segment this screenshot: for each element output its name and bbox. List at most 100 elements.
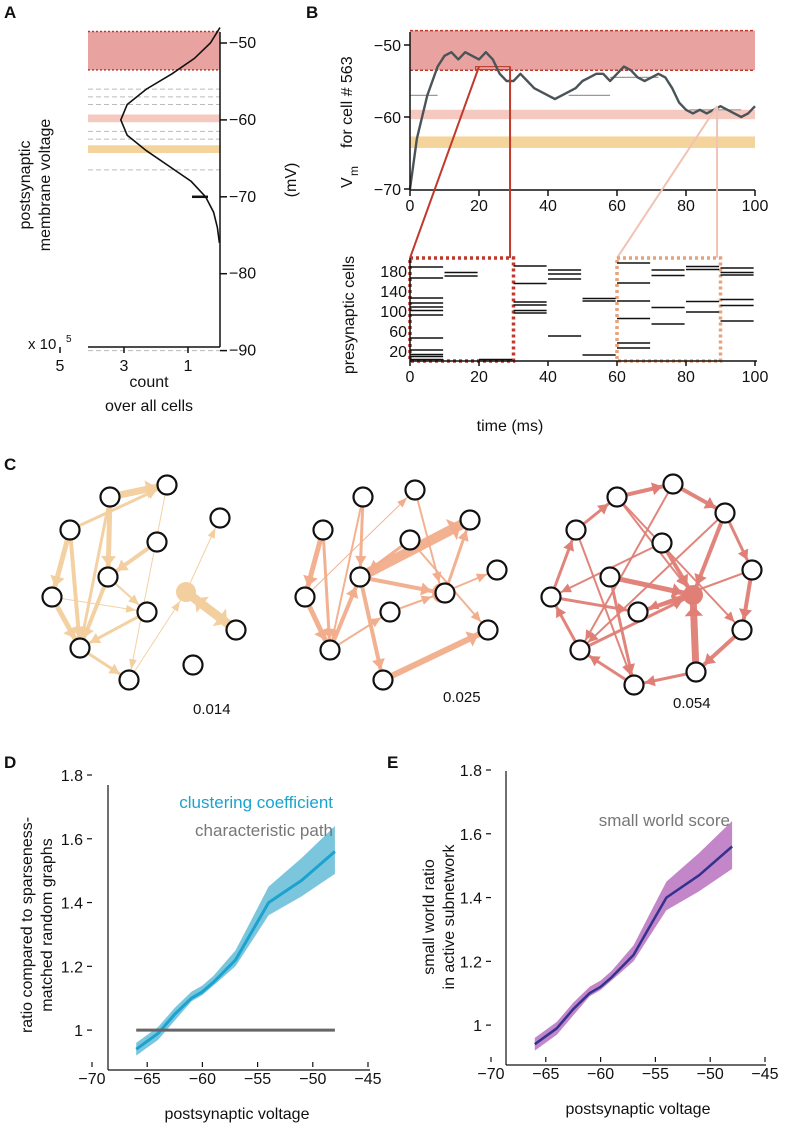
network-graph-high	[540, 473, 763, 696]
graph-node	[319, 639, 341, 661]
graph-arrowhead	[644, 675, 656, 687]
graph-arrowhead	[420, 595, 432, 605]
panel-a-scale-exp: 5	[66, 334, 72, 345]
panel-d: D 1.8 1.6 1.4 1.2 1 −70 −65 −60 −55 −50 −45 ratio …	[4, 753, 382, 1123]
graph-arrowhead	[597, 503, 609, 515]
x-tick-label: −60	[189, 1071, 216, 1088]
x-tick-label: −55	[244, 1071, 271, 1088]
b-top-y-tick-label: −50	[374, 38, 401, 55]
graph-node	[136, 601, 158, 623]
x-tick-label: −70	[78, 1071, 105, 1088]
graph-arrowhead	[470, 610, 481, 622]
graph-node	[69, 637, 91, 659]
panel-a: A postsynaptic membrane voltage −50 −60 −7…	[4, 3, 300, 415]
confidence-band	[534, 821, 733, 1051]
graph-arrowhead	[345, 587, 359, 599]
y-tick-label: 1.4	[61, 896, 83, 913]
panel-e-ylabel-line2: in active subnetwork	[441, 844, 458, 990]
graph-node	[399, 529, 421, 551]
b-bottom-x-tick-label: 80	[677, 369, 695, 386]
graph-node	[225, 619, 247, 641]
a-y-tick-label: −70	[229, 189, 256, 206]
graph-arrowhead	[171, 601, 181, 612]
vm-cell-label: for cell # 563	[339, 56, 356, 148]
panel-c: C 0.014 0.025 0.054	[4, 455, 763, 718]
panel-e: E 1.8 1.6 1.4 1.2 1 −70 −65 −60 −55 −50 −45 small …	[387, 753, 779, 1118]
series-line-clustering-coefficient	[135, 850, 336, 1051]
graph-node	[379, 601, 401, 623]
graph-node	[312, 519, 334, 541]
panel-b-raster	[410, 262, 754, 361]
network-graph-mid	[294, 479, 508, 691]
b-bottom-y-tick-label: 20	[389, 344, 407, 361]
graph-node	[627, 601, 649, 623]
b-top-x-tick-label: 20	[470, 198, 488, 215]
graph-arrowhead	[563, 540, 574, 552]
panel-d-xlabel: postsynaptic voltage	[165, 1106, 310, 1123]
panel-d-ticks: 1.8 1.6 1.4 1.2 1 −70 −65 −60 −55 −50 −45	[61, 768, 382, 1088]
panel-b: B −50 −60 −70 0 20 40 60 80 100 V m for cell # 5…	[306, 3, 768, 435]
panel-c-label: C	[4, 455, 16, 474]
legend-clustering-coefficient: clustering coefficient	[179, 793, 333, 812]
band-a-mid	[88, 114, 220, 123]
y-tick-label: 1.2	[61, 959, 83, 976]
graph-node	[97, 566, 119, 588]
b-top-x-tick-label: 60	[608, 198, 626, 215]
x-tick-label: −45	[751, 1066, 778, 1083]
graph-node	[99, 486, 121, 508]
graph-arrowhead	[556, 606, 567, 619]
graph-arrowhead	[50, 574, 65, 587]
a-y-tick-label: −80	[229, 266, 256, 283]
graph-arrowhead	[560, 583, 572, 593]
a-x-tick-label: 1	[184, 358, 193, 375]
legend-small-world-score: small world score	[599, 811, 730, 830]
graph-node	[714, 502, 736, 524]
graph-arrowhead	[465, 631, 479, 647]
graph-edge	[304, 489, 416, 598]
panel-a-unit: (mV)	[283, 163, 300, 198]
graph-node	[565, 519, 587, 541]
graph-node	[182, 654, 204, 676]
graph-node	[294, 586, 316, 608]
b-bottom-x-tick-label: 0	[406, 369, 415, 386]
y-tick-label: 1	[473, 1018, 482, 1035]
graph-node	[623, 674, 645, 696]
y-tick-label: 1.4	[460, 891, 482, 908]
graph-arrowhead	[445, 519, 461, 541]
series-line-small-world-score	[534, 845, 733, 1046]
panel-b-top-ylabel: V m for cell # 563	[339, 56, 361, 188]
b-bottom-y-tick-label: 60	[389, 324, 407, 341]
graph-arrowhead	[101, 555, 117, 567]
panel-a-bands	[88, 30, 220, 352]
y-tick-label: 1.2	[460, 954, 482, 971]
panel-a-ylabel-line1: postsynaptic	[17, 141, 34, 230]
connector-line	[616, 105, 718, 259]
graph-arrowhead	[207, 527, 216, 539]
graph-arrowhead	[125, 604, 137, 613]
panel-d-plot	[135, 826, 336, 1056]
graph-node	[731, 619, 753, 641]
graph-arrowhead	[368, 559, 381, 571]
center-node	[683, 585, 703, 605]
vm-subscript: m	[347, 166, 361, 176]
band-a-low	[88, 145, 220, 153]
graph-arrowhead	[475, 573, 487, 583]
b-top-x-tick-label: 100	[742, 198, 769, 215]
panel-a-xlabel-line1: count	[129, 374, 169, 391]
panel-a-distribution	[119, 27, 221, 244]
graph-arrowhead	[89, 633, 102, 644]
graph-arrowhead	[397, 497, 408, 508]
a-x-tick-label: 3	[120, 358, 129, 375]
band-b-high	[410, 30, 755, 71]
center-node	[176, 582, 196, 602]
graph-arrowhead	[724, 611, 735, 622]
b-top-y-tick-label: −70	[374, 182, 401, 199]
graph-mid-value: 0.025	[443, 689, 481, 706]
graph-arrowhead	[457, 530, 469, 542]
graph-arrowhead	[737, 548, 749, 561]
graph-node	[41, 586, 63, 608]
network-graph-low	[41, 474, 247, 691]
graph-arrowhead	[355, 555, 367, 567]
graph-arrowhead	[303, 574, 318, 587]
